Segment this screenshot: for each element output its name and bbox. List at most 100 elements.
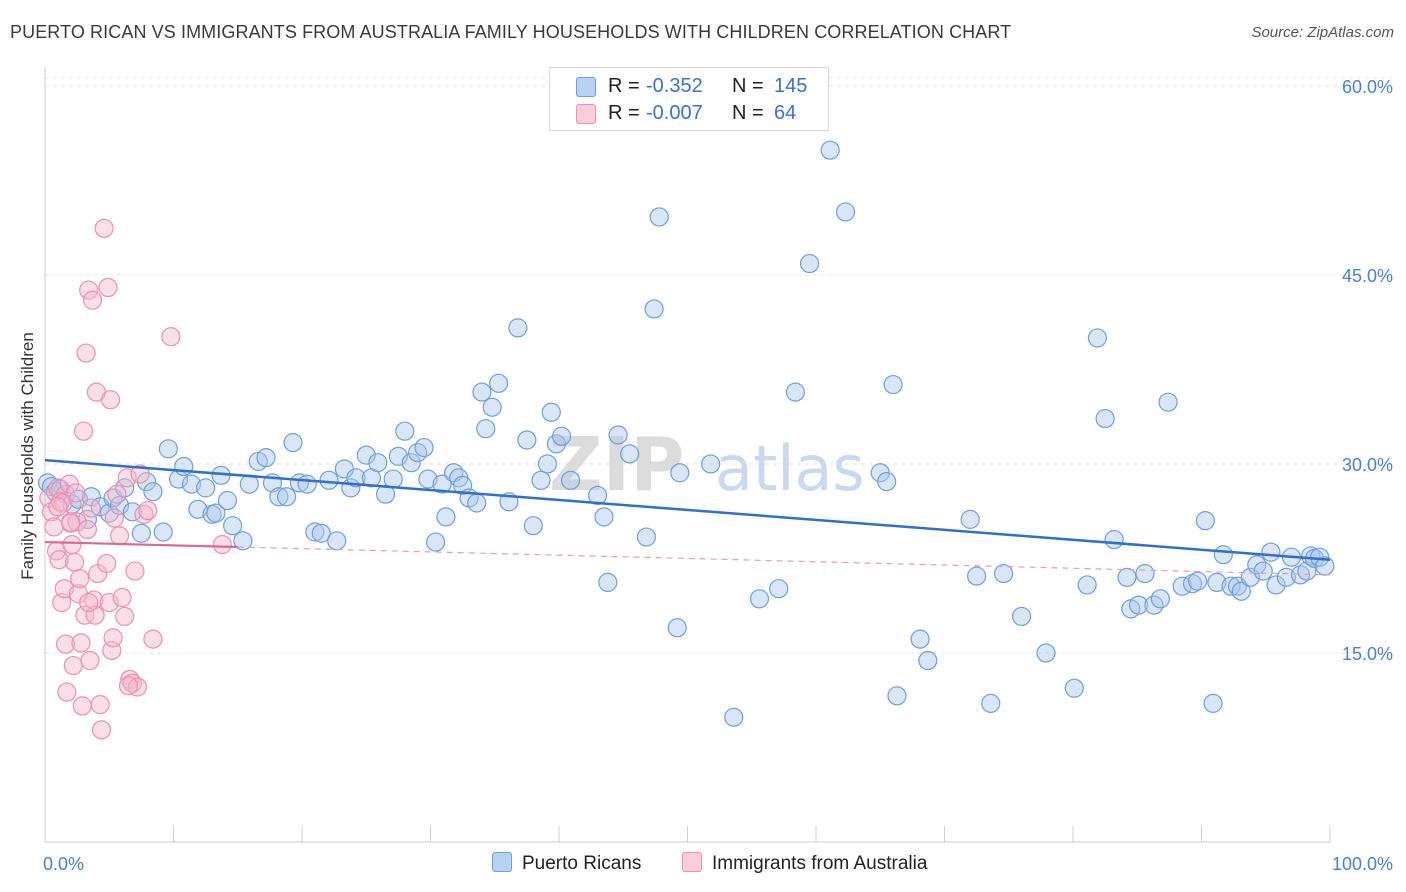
legend-r-value: -0.007	[646, 102, 703, 124]
legend-r-label: R =	[608, 75, 640, 97]
point-puerto-rican	[467, 493, 487, 513]
point-puerto-rican	[724, 707, 744, 727]
point-puerto-rican	[1117, 567, 1137, 587]
trend-line-puerto-ricans	[44, 458, 1331, 561]
point-puerto-rican	[587, 485, 608, 506]
point-puerto-rican	[311, 523, 331, 543]
point-puerto-rican	[256, 448, 276, 468]
point-puerto-rican	[1231, 581, 1251, 601]
point-puerto-rican	[327, 531, 347, 551]
watermark-zip: ZIP	[549, 422, 684, 508]
point-puerto-rican	[1077, 575, 1097, 595]
point-puerto-rican	[1315, 556, 1335, 576]
point-australia	[55, 634, 76, 654]
point-australia	[97, 553, 117, 574]
point-puerto-rican	[960, 509, 980, 529]
point-australia	[62, 535, 82, 555]
point-puerto-rican	[482, 397, 502, 417]
chart-title: PUERTO RICAN VS IMMIGRANTS FROM AUSTRALI…	[10, 22, 1012, 42]
point-australia	[109, 526, 130, 546]
point-puerto-rican	[981, 693, 1001, 713]
y-tick-label: 60.0%	[1342, 77, 1393, 97]
point-puerto-rican	[701, 454, 721, 474]
point-puerto-rican	[1276, 567, 1296, 587]
point-puerto-rican	[414, 437, 434, 458]
point-australia	[82, 290, 103, 310]
trend-lines	[44, 458, 1331, 576]
point-puerto-rican	[368, 453, 388, 473]
point-australia	[134, 504, 154, 524]
point-puerto-rican	[749, 589, 770, 609]
point-puerto-rican	[143, 482, 163, 502]
point-australia	[70, 569, 90, 589]
data-points	[37, 140, 1335, 740]
point-australia	[130, 464, 150, 484]
point-puerto-rican	[835, 202, 856, 222]
point-puerto-rican	[1087, 328, 1108, 348]
point-puerto-rican	[1064, 678, 1084, 698]
point-puerto-rican	[269, 487, 289, 507]
point-australia	[72, 696, 92, 716]
point-puerto-rican	[667, 618, 687, 638]
bottom-legend-swatch-pink	[682, 852, 702, 872]
point-australia	[84, 590, 104, 610]
point-puerto-rican	[1213, 545, 1233, 565]
point-puerto-rican	[181, 474, 202, 494]
point-puerto-rican	[820, 140, 840, 160]
legend-row-puerto-ricans: R = -0.352 N = 145	[550, 73, 828, 101]
point-puerto-rican	[489, 373, 509, 393]
legend-n-value: 64	[774, 102, 797, 124]
point-puerto-rican	[395, 421, 415, 441]
point-australia	[118, 676, 139, 696]
point-puerto-rican	[408, 443, 428, 463]
point-puerto-rican	[233, 531, 253, 551]
point-puerto-rican	[239, 474, 259, 494]
point-puerto-rican	[523, 516, 543, 536]
point-puerto-rican	[196, 478, 216, 498]
point-australia	[125, 561, 145, 581]
point-australia	[79, 280, 99, 300]
point-puerto-rican	[305, 522, 325, 542]
point-australia	[94, 218, 114, 238]
point-australia	[99, 592, 119, 613]
point-australia	[81, 498, 101, 518]
point-puerto-rican	[967, 566, 987, 586]
point-australia	[77, 519, 98, 540]
legend-swatch-blue	[576, 77, 596, 97]
point-puerto-rican	[206, 503, 226, 523]
axes	[44, 67, 1331, 843]
point-puerto-rican	[346, 468, 366, 488]
point-puerto-rican	[375, 484, 396, 504]
point-puerto-rican	[453, 475, 473, 495]
point-puerto-rican	[1203, 693, 1223, 713]
source-credit: Source: ZipAtlas.com	[1251, 24, 1394, 41]
point-puerto-rican	[994, 563, 1014, 584]
bottom-legend-label: Immigrants from Australia	[712, 853, 928, 874]
legend-n-label: N =	[732, 75, 764, 97]
point-puerto-rican	[153, 522, 173, 542]
point-puerto-rican	[887, 686, 907, 706]
point-puerto-rican	[1188, 571, 1208, 591]
point-puerto-rican	[223, 516, 243, 536]
point-puerto-rican	[188, 499, 208, 519]
point-australia	[115, 606, 135, 627]
legend-r-label: R =	[608, 102, 640, 124]
point-puerto-rican	[436, 507, 456, 527]
point-australia	[48, 497, 68, 517]
point-puerto-rican	[1221, 576, 1241, 596]
point-puerto-rican	[297, 474, 317, 494]
point-puerto-rican	[1266, 575, 1286, 595]
watermark-atlas: atlas	[715, 432, 865, 505]
point-australia	[138, 500, 158, 521]
point-australia	[112, 587, 132, 608]
point-puerto-rican	[644, 299, 664, 319]
trend-line-australia-dashed	[237, 546, 1331, 576]
point-puerto-rican	[1104, 529, 1124, 550]
point-puerto-rican	[174, 456, 194, 477]
point-australia	[75, 605, 95, 625]
legend-swatch-pink	[576, 104, 596, 124]
point-puerto-rican	[1158, 392, 1178, 412]
point-puerto-rican	[560, 470, 581, 490]
point-puerto-rican	[401, 453, 421, 473]
